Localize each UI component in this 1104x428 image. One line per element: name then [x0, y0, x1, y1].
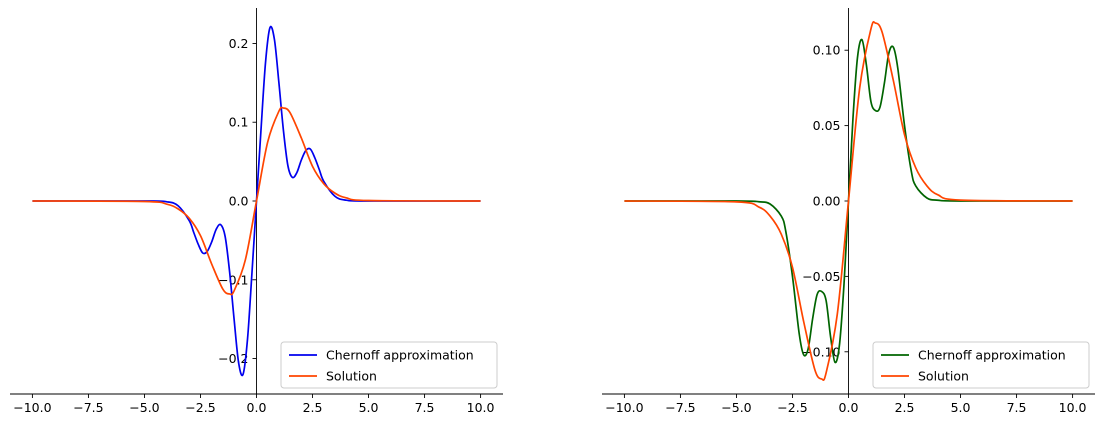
y-tick-label: 0.00 [813, 194, 841, 209]
legend-chernoff-label: Chernoff approximation [918, 348, 1066, 363]
x-tick-label: −7.5 [665, 400, 695, 415]
x-tick-label: 5.0 [359, 400, 379, 415]
x-tick-label: −7.5 [73, 400, 103, 415]
x-tick-label: −2.5 [185, 400, 215, 415]
solution-line [32, 106, 481, 296]
legend-chernoff-label: Chernoff approximation [326, 348, 474, 363]
solution-line [624, 21, 1073, 381]
y-tick-label: −0.1 [218, 272, 248, 287]
y-tick-label: 0.2 [229, 36, 249, 51]
y-tick-label: 0.1 [229, 115, 249, 130]
y-tick-label: −0.2 [218, 351, 248, 366]
x-tick-label: −10.0 [13, 400, 51, 415]
legend: Chernoff approximation Solution [872, 341, 1090, 389]
x-tick-label: −10.0 [605, 400, 643, 415]
legend-box [872, 341, 1090, 389]
legend-solution-label: Solution [918, 369, 969, 384]
x-tick-label: 7.5 [415, 400, 435, 415]
x-tick-label: 0.0 [247, 400, 267, 415]
x-tick-label: −5.0 [129, 400, 159, 415]
x-tick-label: 0.0 [839, 400, 859, 415]
legend: Chernoff approximation Solution [280, 341, 498, 389]
x-tick-label: 5.0 [951, 400, 971, 415]
y-tick-label: −0.05 [802, 269, 840, 284]
x-tick-label: 2.5 [895, 400, 915, 415]
legend-solution-label: Solution [326, 369, 377, 384]
x-tick-label: −2.5 [777, 400, 807, 415]
x-tick-label: 10.0 [1059, 400, 1087, 415]
y-tick-label: 0.0 [229, 194, 249, 209]
right-chart-panel: −10.0 −7.5 −5.0 −2.5 0.0 2.5 5.0 7.5 10.0−0.10−0… [602, 8, 1095, 415]
y-tick-label: 0.05 [813, 118, 841, 133]
x-tick-label: −5.0 [721, 400, 751, 415]
x-tick-label: 7.5 [1007, 400, 1027, 415]
x-tick-label: 2.5 [303, 400, 323, 415]
legend-box [280, 341, 498, 389]
x-tick-label: 10.0 [467, 400, 495, 415]
left-chart-panel: −10.0 −7.5 −5.0 −2.5 0.0 2.5 5.0 7.5 10.0 −0.2 −0.… [10, 8, 503, 415]
y-tick-label: 0.10 [813, 43, 841, 58]
